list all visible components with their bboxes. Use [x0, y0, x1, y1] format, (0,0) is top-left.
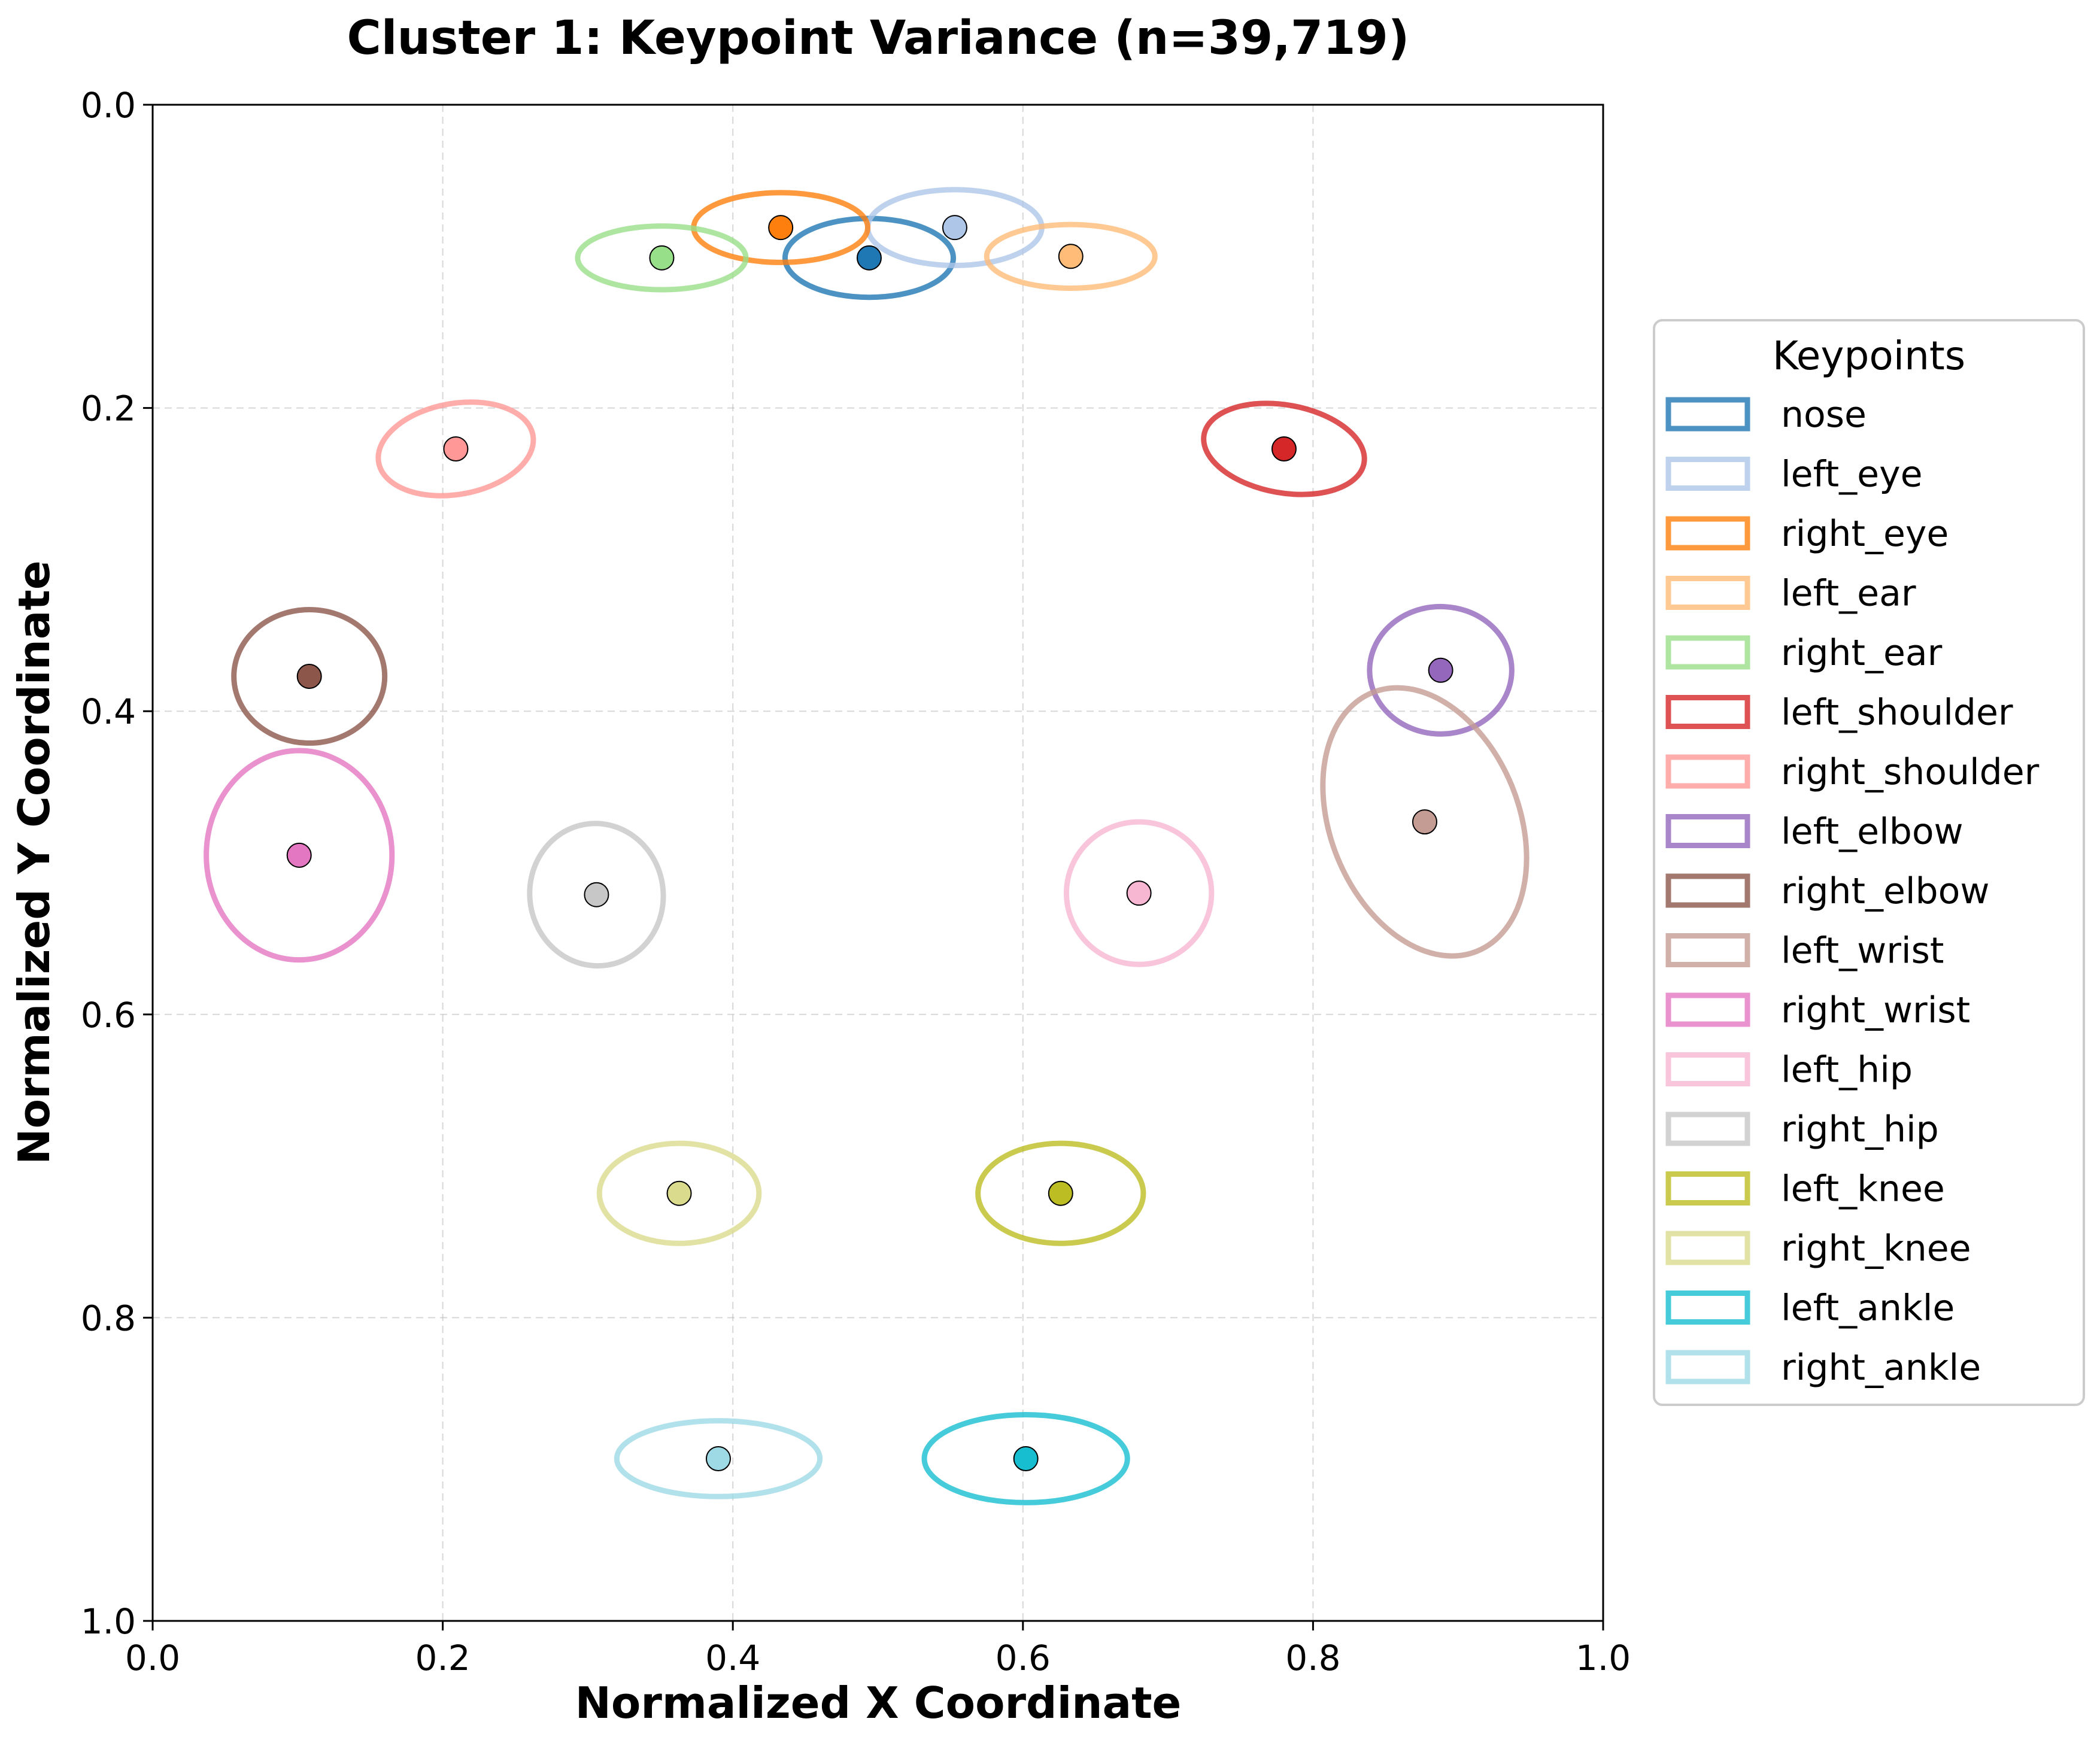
point-right_ankle [705, 1446, 731, 1471]
ellipse-left_wrist [1320, 685, 1530, 959]
legend: Keypoints nose left_eye right_eye left_earr… [1653, 319, 2085, 1406]
legend-swatch-left_shoulder [1665, 695, 1750, 729]
legend-swatch-left_hip [1665, 1052, 1750, 1086]
point-right_shoulder [443, 436, 469, 461]
legend-label-left_eye: left_eye [1781, 454, 1923, 496]
x-tick-label: 0.8 [1285, 1638, 1340, 1678]
ellipse-left_elbow [1367, 603, 1515, 737]
y-tick-label: 1.0 [81, 1601, 136, 1642]
legend-label-left_elbow: left_elbow [1781, 811, 1964, 853]
y-tick-label: 0.2 [81, 388, 136, 429]
point-left_ear [1058, 244, 1084, 269]
legend-label-right_shoulder: right_shoulder [1781, 751, 2040, 793]
point-left_eye [942, 215, 967, 241]
x-tick-label: 0.4 [705, 1638, 760, 1678]
legend-label-right_ear: right_ear [1781, 632, 1943, 674]
ellipse-right_knee [596, 1140, 762, 1246]
legend-label-left_knee: left_knee [1781, 1168, 1945, 1210]
point-left_knee [1048, 1180, 1073, 1206]
legend-label-left_ear: left_ear [1781, 573, 1916, 615]
legend-swatch-left_wrist [1665, 933, 1750, 967]
point-right_hip [584, 882, 609, 907]
legend-frame [1653, 319, 2085, 1406]
ellipse-left_hip [1063, 819, 1215, 967]
legend-swatch-nose [1665, 397, 1750, 432]
point-left_ankle [1013, 1446, 1039, 1471]
point-right_elbow [296, 663, 322, 689]
point-left_wrist [1412, 809, 1437, 835]
point-right_ear [649, 245, 675, 271]
ellipse-left_knee [975, 1140, 1146, 1246]
legend-swatch-left_elbow [1665, 814, 1750, 848]
chart-title: Cluster 1: Keypoint Variance (n=39,719) [347, 11, 1410, 65]
legend-swatch-right_wrist [1665, 992, 1750, 1027]
legend-label-left_shoulder: left_shoulder [1781, 692, 2013, 734]
legend-swatch-left_ankle [1665, 1290, 1750, 1325]
y-tick-label: 0.8 [81, 1298, 136, 1338]
variance-ellipses [204, 187, 1530, 1505]
ellipse-left_shoulder [1201, 400, 1367, 497]
point-right_knee [666, 1180, 692, 1206]
plot-frame [151, 104, 1604, 1622]
y-tick-label: 0.0 [81, 85, 136, 126]
point-right_eye [768, 215, 794, 241]
x-tick-label: 0.0 [125, 1638, 180, 1678]
legend-swatch-right_eye [1665, 516, 1750, 551]
ellipse-right_shoulder [375, 399, 536, 499]
x-axis-ticks: 0.0 0.2 0.4 0.6 0.8 1.0 [125, 1621, 1631, 1678]
keypoint-markers [286, 215, 1453, 1471]
y-axis-ticks: 0.0 0.2 0.4 0.6 0.8 1.0 [81, 85, 153, 1642]
y-axis-label: Normalized Y Coordinate [9, 560, 59, 1164]
x-tick-label: 1.0 [1576, 1638, 1631, 1678]
legend-swatch-right_ankle [1665, 1350, 1750, 1384]
legend-swatch-right_ear [1665, 635, 1750, 670]
legend-label-right_eye: right_eye [1781, 513, 1949, 555]
ellipse-right_elbow [231, 606, 388, 746]
x-tick-label: 0.2 [415, 1638, 470, 1678]
legend-label-nose: nose [1781, 394, 1867, 436]
legend-label-left_ankle: left_ankle [1781, 1288, 1955, 1329]
legend-swatch-left_knee [1665, 1171, 1750, 1206]
ellipse-left_ankle [921, 1412, 1130, 1505]
legend-label-right_hip: right_hip [1781, 1109, 1939, 1150]
y-tick-label: 0.6 [81, 995, 136, 1036]
ellipse-right_hip [527, 821, 666, 969]
ellipse-right_ankle [614, 1418, 823, 1499]
point-nose [856, 245, 882, 271]
legend-label-right_ankle: right_ankle [1781, 1347, 1981, 1389]
legend-title: Keypoints [1773, 333, 1965, 379]
legend-label-left_wrist: left_wrist [1781, 930, 1944, 972]
point-left_elbow [1428, 657, 1453, 683]
point-left_shoulder [1271, 436, 1297, 461]
ellipse-right_wrist [204, 748, 395, 963]
x-axis-label: Normalized X Coordinate [575, 1678, 1182, 1728]
legend-items: nose left_eye right_eye left_ear right_earle… [1665, 394, 2040, 1389]
legend-label-right_wrist: right_wrist [1781, 989, 1970, 1031]
legend-label-left_hip: left_hip [1781, 1049, 1913, 1091]
point-left_hip [1126, 880, 1152, 906]
legend-swatch-right_knee [1665, 1231, 1750, 1265]
point-right_wrist [286, 842, 312, 868]
legend-label-right_elbow: right_elbow [1781, 870, 1989, 912]
legend-label-right_knee: right_knee [1781, 1228, 1971, 1270]
legend-swatch-right_shoulder [1665, 754, 1750, 789]
legend-swatch-right_elbow [1665, 873, 1750, 908]
y-tick-label: 0.4 [81, 691, 136, 732]
ellipse-right_ear [575, 223, 749, 293]
x-tick-label: 0.6 [996, 1638, 1051, 1678]
legend-swatch-right_hip [1665, 1112, 1750, 1146]
legend-swatch-left_ear [1665, 576, 1750, 610]
ellipse-left_ear [984, 221, 1158, 291]
legend-swatch-left_eye [1665, 457, 1750, 491]
